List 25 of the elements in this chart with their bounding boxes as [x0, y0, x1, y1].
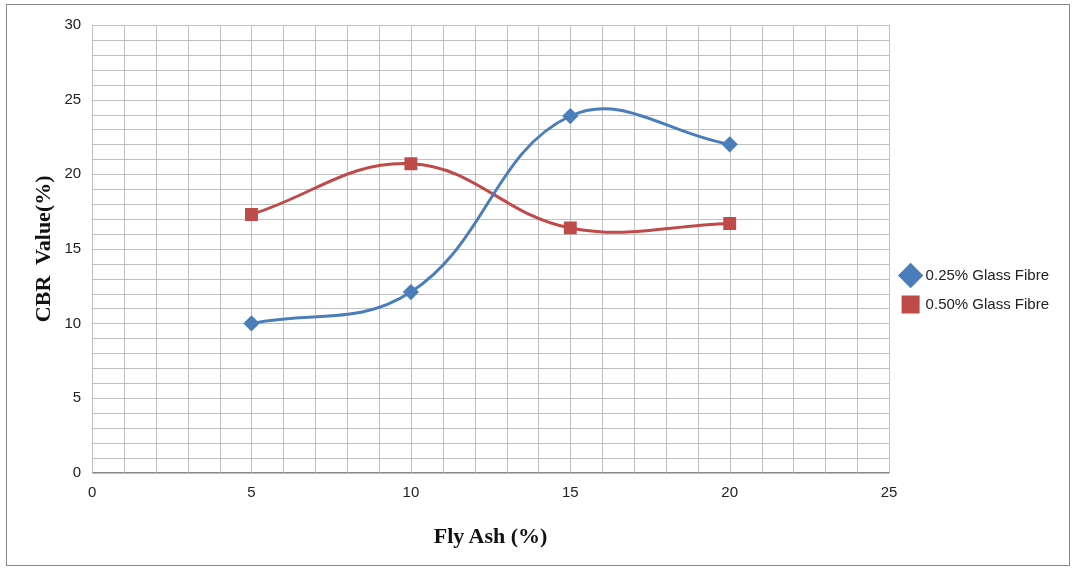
x-axis-title: Fly Ash (%) — [433, 523, 548, 549]
point — [722, 136, 738, 152]
point — [723, 216, 737, 230]
point — [243, 315, 259, 331]
x-tick-label: 25 — [880, 482, 898, 500]
point — [403, 284, 419, 300]
y-tick-label: 10 — [64, 313, 82, 331]
point — [563, 221, 577, 235]
y-tick-label: 5 — [72, 388, 82, 406]
y-tick-label: 20 — [64, 164, 82, 182]
legend-label: 0.25% Glass Fibre — [925, 265, 1050, 283]
x-tick-label: 20 — [721, 482, 739, 500]
point — [245, 208, 258, 221]
point — [404, 157, 418, 171]
x-tick-label: 0 — [87, 482, 97, 500]
y-axis-title: CBR Value(%) — [29, 175, 55, 323]
y-tick-label: 30 — [64, 15, 82, 33]
x-tick-label: 5 — [247, 482, 256, 500]
y-tick-label: 15 — [64, 238, 82, 256]
x-tick-label: 10 — [402, 482, 420, 500]
point — [562, 108, 578, 124]
legend-label: 0.50% Glass Fibre — [925, 294, 1050, 312]
y-tick-label: 0 — [72, 462, 82, 480]
y-tick-label: 25 — [64, 89, 82, 107]
x-tick-label: 15 — [561, 482, 579, 500]
